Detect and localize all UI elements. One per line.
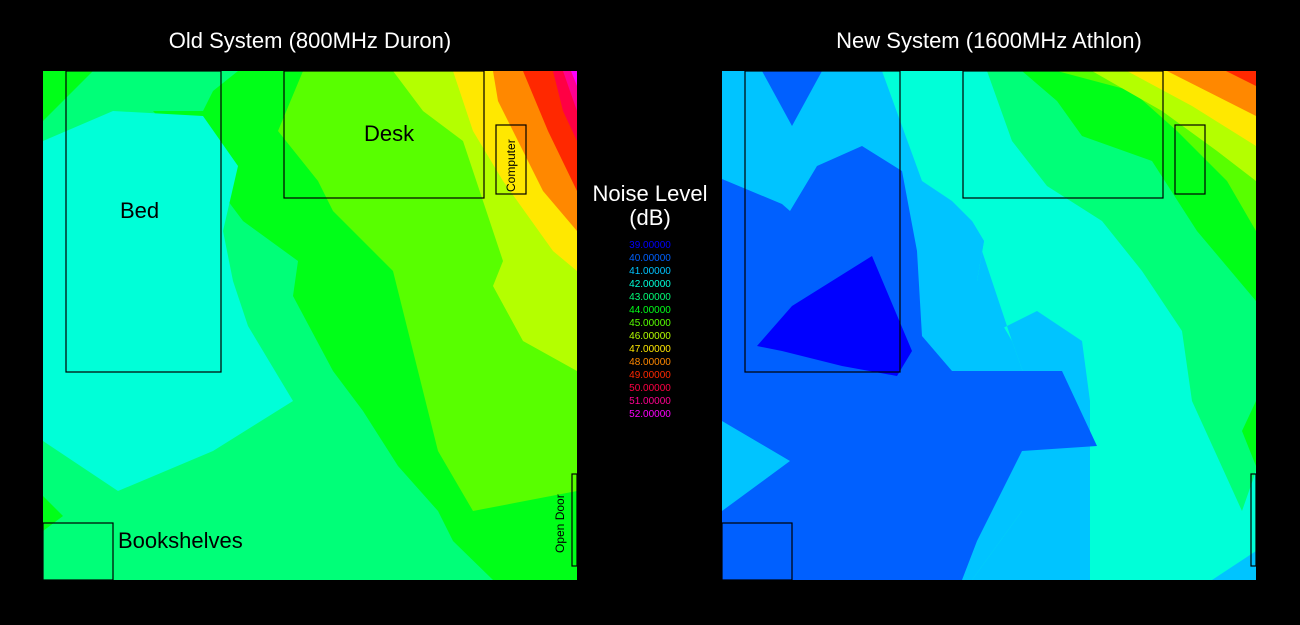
legend-item-45: 45.00000 bbox=[629, 318, 671, 329]
legend-list: 39.00000 40.00000 41.00000 42.00000 43.0… bbox=[580, 239, 720, 421]
legend-item-42: 42.00000 bbox=[629, 279, 671, 290]
legend-item-39: 39.00000 bbox=[629, 240, 671, 251]
old-system-contour-svg bbox=[43, 71, 577, 580]
legend-item-43: 43.00000 bbox=[629, 292, 671, 303]
old-system-contour-plot: Bed Desk Computer Bookshelves Open Door bbox=[43, 71, 577, 580]
legend-item-41: 41.00000 bbox=[629, 266, 671, 277]
legend-item-48: 48.00000 bbox=[629, 357, 671, 368]
legend-item-52: 52.00000 bbox=[629, 409, 671, 420]
legend-item-40: 40.00000 bbox=[629, 253, 671, 264]
legend-item-50: 50.00000 bbox=[629, 383, 671, 394]
legend-item-49: 49.00000 bbox=[629, 370, 671, 381]
legend-item-51: 51.00000 bbox=[629, 396, 671, 407]
bed-label: Bed bbox=[120, 198, 160, 223]
noise-level-legend: Noise Level (dB) 39.00000 40.00000 41.00… bbox=[580, 182, 720, 421]
old-system-title: Old System (800MHz Duron) bbox=[168, 28, 452, 53]
legend-item-47: 47.00000 bbox=[629, 344, 671, 355]
new-system-title: New System (1600MHz Athlon) bbox=[836, 28, 1142, 53]
legend-item-44: 44.00000 bbox=[629, 305, 671, 316]
desk-label: Desk bbox=[364, 121, 415, 146]
legend-title-line1: Noise Level bbox=[592, 181, 708, 206]
legend-item-46: 46.00000 bbox=[629, 331, 671, 342]
new-system-contour-plot bbox=[722, 71, 1256, 580]
bookshelves-label: Bookshelves bbox=[118, 528, 243, 553]
new-system-contour-svg bbox=[722, 71, 1256, 580]
legend-title-line2: (dB) bbox=[629, 205, 671, 230]
computer-label: Computer bbox=[504, 139, 518, 192]
open-door-label: Open Door bbox=[553, 494, 567, 553]
